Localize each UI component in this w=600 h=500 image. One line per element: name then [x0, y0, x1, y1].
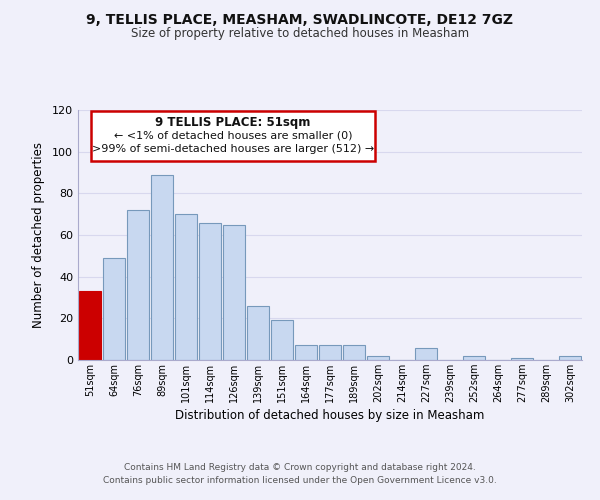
Text: Contains public sector information licensed under the Open Government Licence v3: Contains public sector information licen… — [103, 476, 497, 485]
Text: Size of property relative to detached houses in Measham: Size of property relative to detached ho… — [131, 28, 469, 40]
Y-axis label: Number of detached properties: Number of detached properties — [32, 142, 45, 328]
Text: 9, TELLIS PLACE, MEASHAM, SWADLINCOTE, DE12 7GZ: 9, TELLIS PLACE, MEASHAM, SWADLINCOTE, D… — [86, 12, 514, 26]
Bar — [223, 224, 245, 360]
X-axis label: Distribution of detached houses by size in Measham: Distribution of detached houses by size … — [175, 409, 485, 422]
Text: ← <1% of detached houses are smaller (0): ← <1% of detached houses are smaller (0) — [114, 130, 352, 140]
Bar — [319, 346, 341, 360]
Bar — [103, 258, 125, 360]
Bar — [127, 210, 149, 360]
Bar — [511, 358, 533, 360]
Text: Contains HM Land Registry data © Crown copyright and database right 2024.: Contains HM Land Registry data © Crown c… — [124, 464, 476, 472]
FancyBboxPatch shape — [91, 112, 376, 161]
Bar — [415, 348, 437, 360]
Bar — [199, 222, 221, 360]
Bar — [295, 346, 317, 360]
Bar — [559, 356, 581, 360]
Text: >99% of semi-detached houses are larger (512) →: >99% of semi-detached houses are larger … — [92, 144, 374, 154]
Bar — [151, 174, 173, 360]
Bar — [175, 214, 197, 360]
Bar — [367, 356, 389, 360]
Bar — [247, 306, 269, 360]
Text: 9 TELLIS PLACE: 51sqm: 9 TELLIS PLACE: 51sqm — [155, 116, 311, 128]
Bar — [271, 320, 293, 360]
Bar — [343, 346, 365, 360]
Bar — [463, 356, 485, 360]
Bar — [79, 291, 101, 360]
